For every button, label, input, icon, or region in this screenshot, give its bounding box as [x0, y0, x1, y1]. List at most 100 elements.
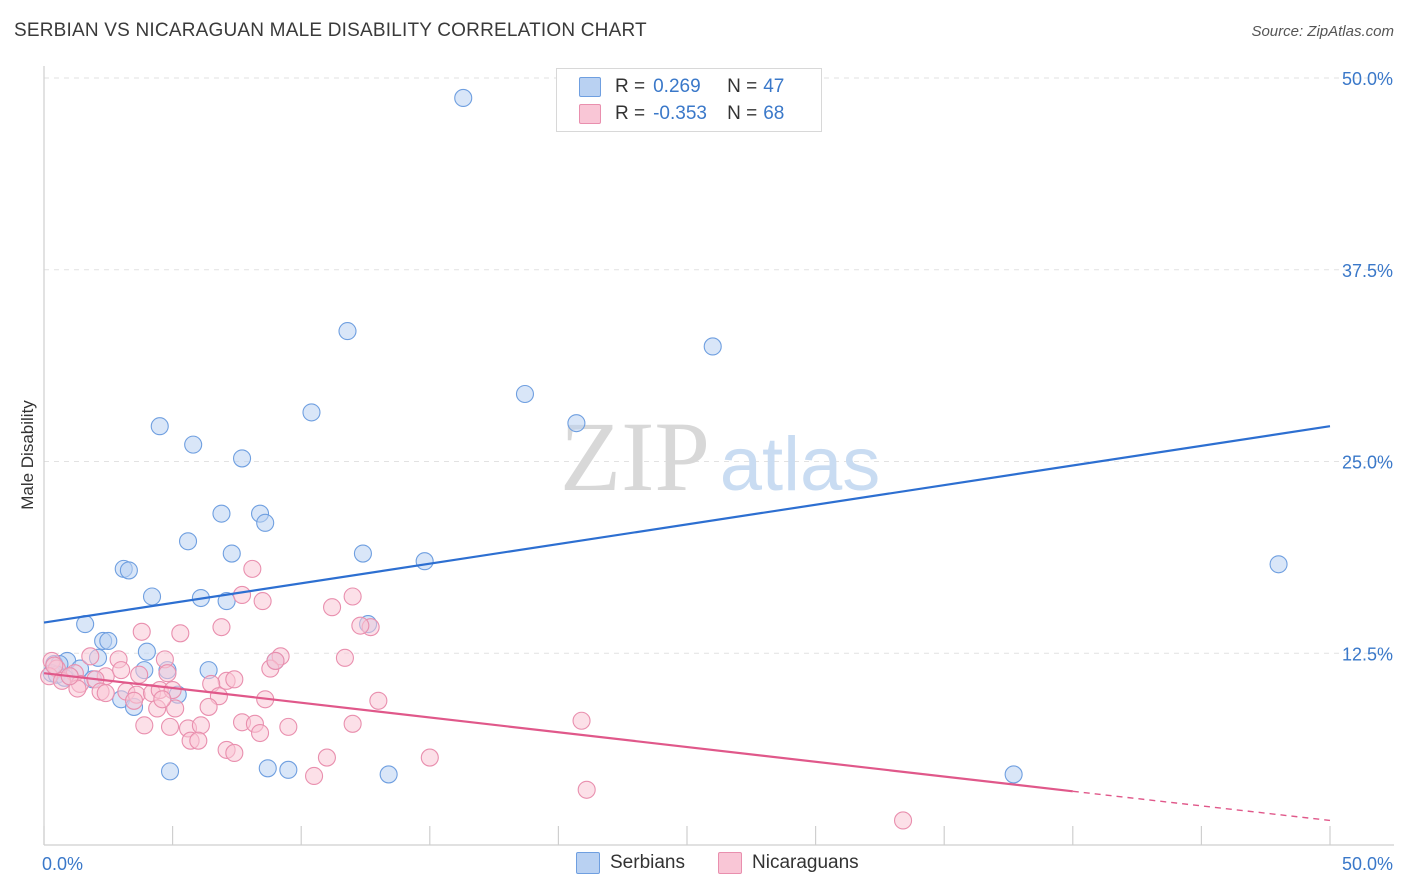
watermark: ZIP atlas: [560, 401, 880, 512]
legend-swatch-nicaraguans: [579, 104, 601, 124]
nicaraguans-point: [420, 748, 439, 767]
serbians-point: [212, 504, 231, 523]
nicaraguans-point: [189, 731, 208, 750]
serbians-point: [119, 561, 138, 580]
serbians-point: [415, 552, 434, 571]
y-tick-label: 50.0%: [1342, 69, 1393, 89]
serbians-point: [454, 88, 473, 107]
serbians-point: [217, 592, 236, 611]
watermark-atlas: atlas: [720, 422, 881, 507]
legend-item-nicaraguans[interactable]: Nicaraguans: [718, 852, 859, 874]
nicaraguans-point: [343, 587, 362, 606]
serbians-point: [178, 532, 198, 551]
nicaraguans-point: [171, 624, 190, 643]
legend-row-serbians: R = 0.269 N = 47: [579, 75, 784, 99]
nicaraguans-point: [351, 616, 370, 635]
nicaraguans-trend-extension: [1072, 790, 1331, 822]
serbians-point: [160, 762, 180, 781]
serbians-point: [99, 631, 118, 651]
nicaraguans-point: [279, 717, 298, 736]
legend-r-label: R =: [615, 103, 646, 124]
nicaraguans-point: [135, 716, 154, 735]
legend-item-serbians[interactable]: Serbians: [576, 852, 685, 874]
nicaraguans-point: [369, 691, 388, 710]
legend-swatch-serbians: [579, 77, 601, 97]
nicaraguans-point: [335, 648, 354, 667]
nicaraguans-point: [572, 711, 591, 730]
chart-title: SERBIAN VS NICARAGUAN MALE DISABILITY CO…: [14, 20, 647, 41]
nicaraguans-point: [212, 618, 231, 637]
nicaraguans-point: [577, 780, 596, 799]
x-tick-label: 0.0%: [42, 854, 83, 874]
x-tick-label: 50.0%: [1342, 854, 1393, 874]
correlation-legend: R = 0.269 N = 47 R = -0.353 N = 68: [556, 68, 822, 132]
serbians-point: [184, 435, 203, 454]
nicaraguans-point: [305, 766, 324, 786]
nicaraguans-point: [81, 647, 100, 666]
nicaraguans-point: [191, 716, 210, 735]
serbians-point: [353, 544, 372, 563]
legend-label-nicaraguans: Nicaraguans: [752, 852, 859, 873]
y-tick-label: 37.5%: [1342, 261, 1393, 281]
nicaraguans-point: [250, 723, 270, 743]
legend-n-value: 47: [763, 76, 785, 97]
nicaraguans-point: [323, 598, 342, 617]
axes: [43, 66, 1394, 846]
grid-lines: [44, 77, 1394, 654]
nicaraguans-point: [130, 665, 149, 684]
tick-labels: 12.5% 25.0% 37.5% 50.0% 0.0% 50.0%: [42, 69, 1393, 874]
nicaraguans-point: [199, 697, 218, 716]
serbians-point: [703, 337, 722, 356]
nicaraguans-point: [45, 656, 64, 675]
serbians-point: [338, 322, 357, 341]
nicaraguans-point: [232, 585, 252, 605]
legend-swatch-serbians: [576, 852, 600, 874]
nicaraguans-point: [112, 661, 131, 680]
legend-n-value: 68: [763, 103, 785, 124]
serbians-point: [1004, 765, 1023, 784]
nicaraguans-point: [166, 699, 185, 718]
serbians-trend-line: [43, 425, 1331, 624]
data-points: [40, 88, 1288, 830]
nicaraguans-point: [124, 691, 144, 710]
nicaraguans-point: [225, 670, 244, 689]
serbians-point: [258, 759, 277, 778]
y-tick-label: 25.0%: [1342, 453, 1393, 473]
nicaraguans-point: [160, 717, 180, 736]
serbians-point: [142, 587, 162, 606]
nicaraguans-point: [158, 664, 177, 683]
legend-swatch-nicaraguans: [718, 852, 742, 874]
serbians-point: [302, 403, 321, 422]
serbians-point: [379, 765, 398, 784]
serbians-point: [232, 449, 252, 468]
serbians-point: [222, 544, 241, 563]
legend-n-label: N =: [727, 103, 758, 124]
nicaraguans-point: [266, 651, 285, 670]
nicaraguans-point: [153, 690, 172, 709]
legend-n-label: N =: [727, 76, 758, 97]
serbians-point: [1269, 555, 1288, 574]
nicaraguans-point: [132, 622, 151, 641]
nicaraguans-point: [243, 559, 262, 578]
serbians-point: [279, 760, 298, 779]
nicaraguans-point: [893, 811, 913, 830]
nicaraguans-point: [253, 592, 272, 611]
legend-label-serbians: Serbians: [610, 852, 685, 873]
trend-lines: [43, 425, 1331, 822]
legend-r-value: -0.353: [653, 103, 707, 124]
watermark-zip: ZIP: [560, 401, 710, 512]
series-legend: Serbians Nicaraguans: [0, 852, 1406, 876]
nicaraguans-point: [343, 714, 362, 733]
legend-row-nicaraguans: R = -0.353 N = 68: [579, 102, 784, 126]
nicaraguans-trend-line: [43, 672, 1073, 793]
nicaraguans-point: [96, 684, 115, 703]
y-tick-label: 12.5%: [1342, 644, 1393, 664]
serbians-point: [256, 513, 275, 532]
nicaraguans-point: [317, 748, 336, 767]
serbians-point: [567, 414, 586, 433]
legend-r-value: 0.269: [653, 76, 701, 97]
serbians-point: [137, 642, 156, 661]
source-label: Source: ZipAtlas.com: [1251, 23, 1394, 40]
serbians-point: [150, 417, 169, 436]
